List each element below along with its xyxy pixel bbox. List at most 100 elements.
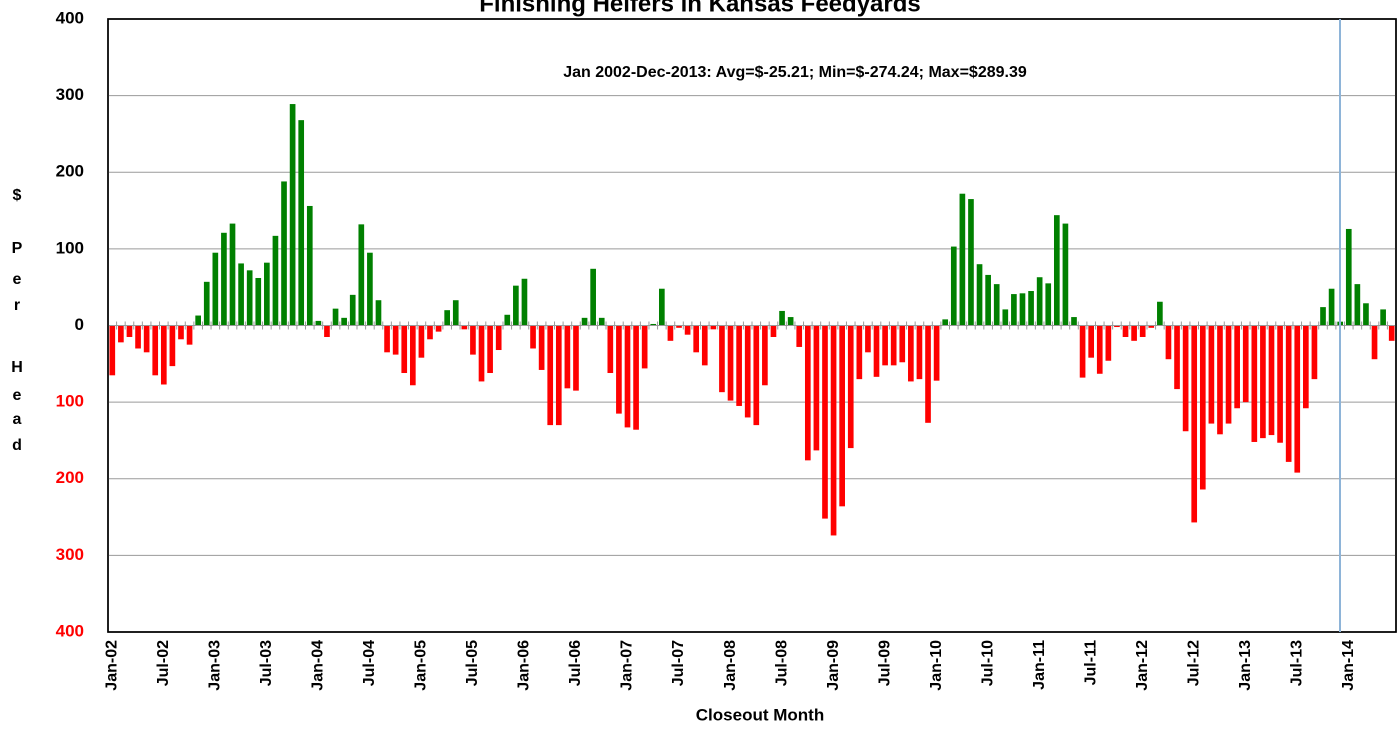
bar: [659, 288, 665, 326]
bar: [289, 104, 296, 326]
bar: [152, 325, 159, 376]
bar: [1217, 325, 1223, 435]
bar: [504, 314, 511, 326]
bar: [332, 308, 339, 326]
bar: [1053, 215, 1060, 326]
bar: [444, 310, 451, 326]
bar: [993, 284, 1000, 326]
x-tick-label: Jan-14: [1340, 640, 1357, 691]
bar: [916, 325, 923, 380]
bar: [1345, 228, 1352, 326]
bar: [281, 181, 287, 326]
chart-title: Finishing Heifers in Kansas Feedyards: [479, 0, 920, 17]
x-tick-label: Jul-02: [155, 640, 172, 686]
bar: [676, 325, 682, 328]
y-axis-label: a: [13, 411, 22, 428]
bar: [1036, 277, 1043, 326]
bar: [530, 325, 536, 349]
bar: [650, 323, 657, 326]
bar: [118, 325, 124, 343]
bar: [1088, 325, 1095, 358]
y-tick-label: 300: [56, 85, 84, 104]
bar: [736, 325, 742, 406]
x-tick-label: Jan-09: [825, 640, 842, 691]
x-tick-label: Jan-03: [207, 640, 224, 691]
bar: [1079, 325, 1086, 378]
x-tick-label: Jul-11: [1082, 640, 1099, 685]
bar: [264, 262, 270, 326]
bar: [1157, 301, 1163, 326]
bar: [538, 325, 545, 370]
bar: [762, 325, 768, 386]
bar: [933, 325, 940, 381]
bar: [890, 325, 897, 366]
bar: [1294, 325, 1301, 473]
y-tick-label: 300: [56, 545, 84, 564]
bar: [392, 325, 399, 355]
bar: [641, 325, 648, 369]
bar: [1277, 325, 1283, 443]
bar: [590, 268, 596, 326]
x-tick-label: Jul-13: [1288, 640, 1305, 686]
bar: [925, 325, 931, 423]
bar: [822, 325, 828, 519]
bar: [1019, 293, 1026, 326]
bar: [367, 252, 373, 326]
bar: [770, 325, 777, 337]
x-tick-label: Jul-08: [773, 640, 790, 686]
bar: [298, 120, 305, 326]
bar: [229, 223, 236, 326]
bar: [796, 325, 803, 347]
bar: [341, 317, 347, 326]
bar: [495, 325, 502, 351]
bar: [203, 281, 210, 326]
bar: [1148, 325, 1155, 328]
y-axis-label: $: [13, 187, 22, 204]
x-tick-label: Jan-08: [722, 640, 739, 691]
bar: [899, 325, 906, 363]
bar: [573, 325, 579, 391]
y-axis-label: r: [14, 297, 20, 314]
bar: [607, 325, 614, 374]
bar: [160, 325, 167, 385]
x-tick-label: Jul-04: [361, 640, 378, 686]
bar: [1371, 325, 1378, 360]
bar: [882, 325, 888, 366]
bar: [1122, 325, 1129, 337]
bar: [908, 325, 914, 382]
bar: [401, 325, 408, 374]
bar: [1002, 309, 1009, 326]
bar: [598, 317, 605, 326]
bar: [435, 325, 442, 332]
bar: [684, 325, 691, 335]
bar: [315, 320, 322, 326]
bar: [358, 224, 365, 326]
bar: [1363, 303, 1369, 326]
y-tick-label: 100: [56, 238, 84, 257]
x-tick-label: Jan-11: [1031, 640, 1048, 690]
bar: [1260, 325, 1266, 439]
bar: [1242, 325, 1249, 403]
bar: [624, 325, 631, 428]
bar: [753, 325, 760, 426]
bar: [1114, 325, 1120, 328]
bar: [950, 246, 957, 326]
x-tick-label: Jul-12: [1185, 640, 1202, 686]
bar: [555, 325, 562, 426]
bar: [126, 325, 133, 337]
x-tick-label: Jul-05: [464, 640, 481, 686]
x-tick-label: Jan-10: [928, 640, 945, 691]
x-tick-label: Jan-13: [1237, 640, 1254, 691]
bar: [272, 235, 279, 326]
bar: [1071, 317, 1077, 326]
bar: [667, 325, 674, 341]
bar: [865, 325, 871, 353]
bar: [564, 325, 571, 389]
bar: [1105, 325, 1112, 361]
bar: [513, 285, 519, 326]
bar: [804, 325, 811, 461]
bar: [409, 325, 416, 386]
bar: [1028, 291, 1034, 326]
bar: [1328, 288, 1335, 326]
bar: [178, 325, 184, 340]
